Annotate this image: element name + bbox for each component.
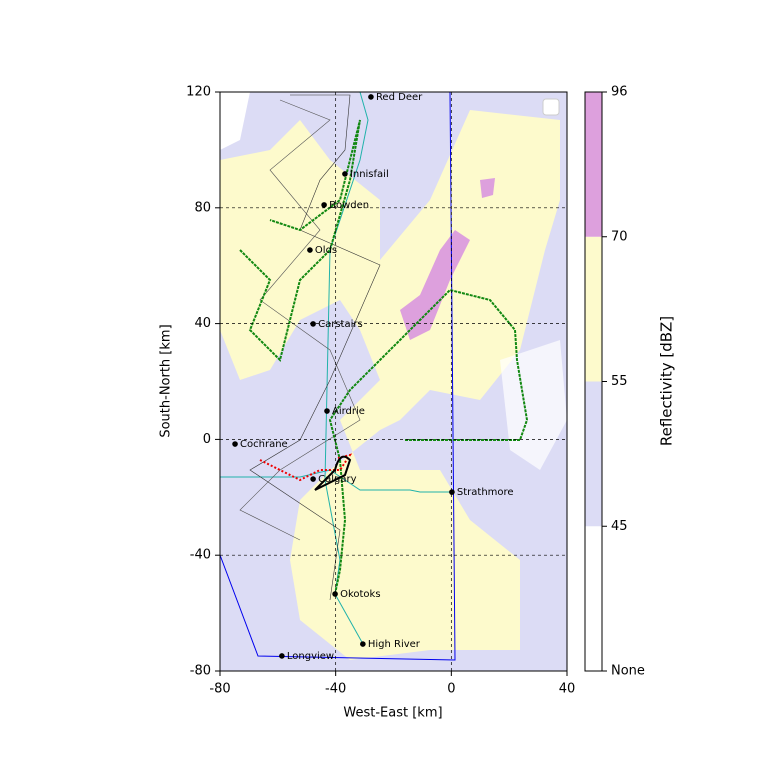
y-tick-label: 40 [194, 316, 211, 331]
city-label: High River [368, 639, 421, 650]
city-label: Okotoks [340, 589, 380, 600]
city-marker [324, 408, 330, 414]
city-label: Strathmore [457, 487, 514, 498]
city-marker [332, 591, 338, 597]
colorbar-segment [585, 381, 602, 527]
colorbar-tick-label: 45 [611, 519, 628, 534]
legend-box [542, 98, 560, 116]
city-marker [360, 641, 366, 647]
radar-field [220, 92, 567, 671]
y-tick-label: -80 [190, 664, 211, 679]
flight-tracks [220, 92, 529, 661]
city-marker [449, 489, 455, 495]
city-label: Innisfail [350, 169, 389, 180]
city-label: Olds [315, 245, 337, 256]
city-label: Carstairs [318, 319, 363, 330]
y-tick-label: 0 [203, 432, 211, 447]
colorbar-label: Reflectivity [dBZ] [658, 316, 676, 446]
colorbar-segment [585, 92, 602, 237]
plot-frame [219, 91, 568, 672]
colorbar-tick-label: 96 [611, 85, 628, 100]
city-marker [310, 476, 316, 482]
y-tick-label: -40 [190, 548, 211, 563]
colorbar-tick-label: 70 [611, 229, 628, 244]
city-marker [279, 653, 285, 659]
x-tick-label: -40 [325, 682, 346, 697]
city-label: Red Deer [376, 92, 423, 103]
city-label: Airdrie [332, 406, 365, 417]
city-label: Bowden [329, 200, 369, 211]
x-tick-label: -80 [209, 682, 230, 697]
colorbar-segment [585, 236, 602, 382]
x-tick-label: 40 [559, 682, 576, 697]
city-marker [321, 202, 327, 208]
y-tick-label: 120 [186, 85, 211, 100]
colorbar-tick-label: 55 [611, 374, 628, 389]
x-tick-label: 0 [447, 682, 455, 697]
x-axis-label: West-East [km] [343, 706, 442, 721]
y-tick-label: 80 [194, 200, 211, 215]
city-marker [310, 321, 316, 327]
city-marker [368, 94, 374, 100]
city-label: Calgary [318, 474, 356, 485]
city-marker [232, 441, 238, 447]
y-axis-label: South-North [km] [159, 324, 174, 437]
colorbar-tick-label: None [611, 664, 645, 679]
city-marker [342, 171, 348, 177]
city-label: Longview [287, 651, 334, 662]
city-label: Cochrane [240, 439, 288, 450]
colorbar-segment [585, 526, 602, 671]
city-marker [307, 247, 313, 253]
